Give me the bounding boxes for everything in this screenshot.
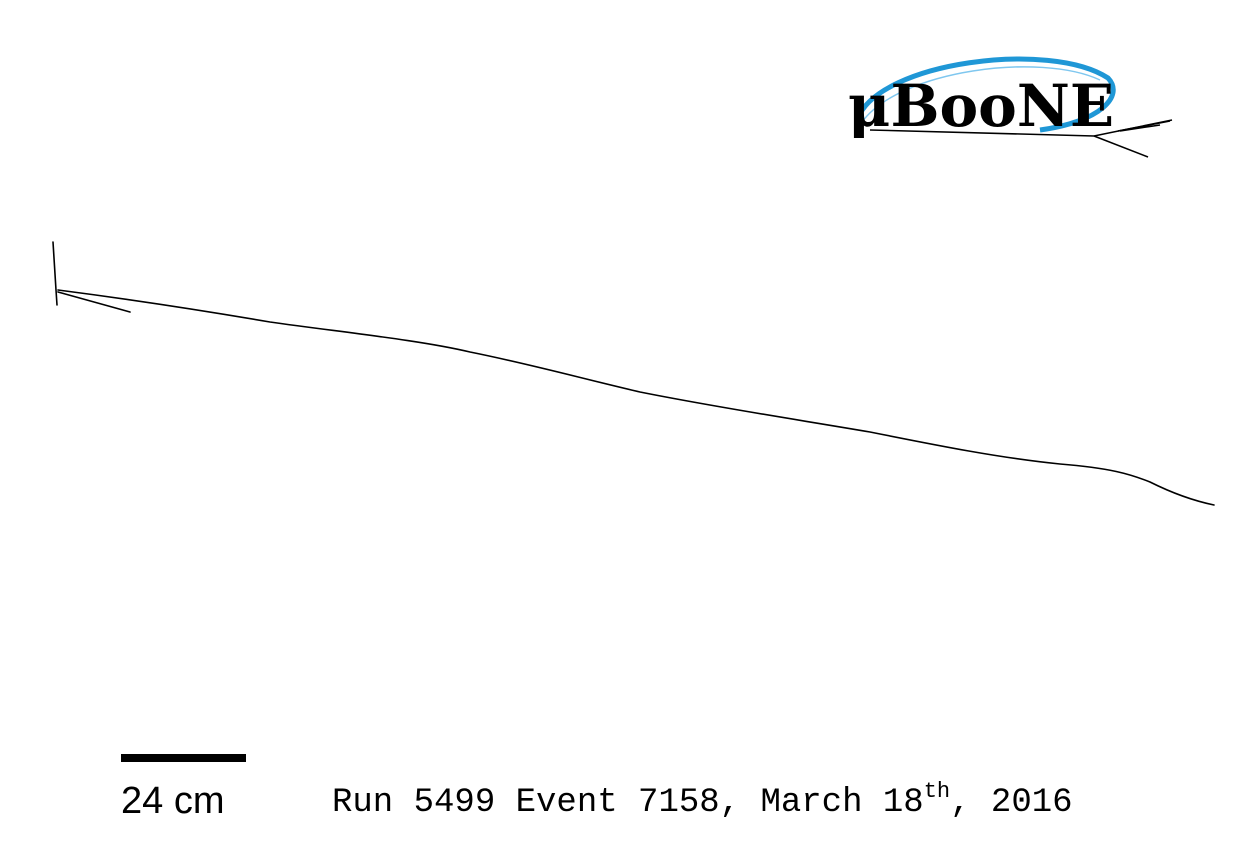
event-caption-suffix: , 2016 — [950, 784, 1073, 822]
scale-bar — [121, 754, 246, 762]
short-vertical-track — [52, 241, 58, 306]
long-muon-track — [57, 289, 1215, 506]
uboone-logo-icon: μBooNE — [848, 56, 1173, 158]
event-caption-prefix: Run 5499 Event 7158, March 18 — [332, 784, 924, 822]
scale-bar-label: 24 cm — [121, 780, 225, 822]
event-caption-ordinal: th — [923, 779, 951, 804]
logo-text: μBooNE — [848, 72, 1114, 140]
short-diagonal-track — [57, 291, 131, 313]
logo-neutrino-line — [869, 129, 1095, 137]
logo-ellipse-inner — [861, 66, 1101, 123]
logo-vertex-lower — [1093, 135, 1149, 158]
logo-ellipse-outer — [855, 56, 1116, 133]
logo-arrow-1 — [1117, 120, 1171, 132]
event-caption: Run 5499 Event 7158, March 18th, 2016 — [332, 781, 1073, 823]
particle-track-icon — [52, 241, 1215, 506]
